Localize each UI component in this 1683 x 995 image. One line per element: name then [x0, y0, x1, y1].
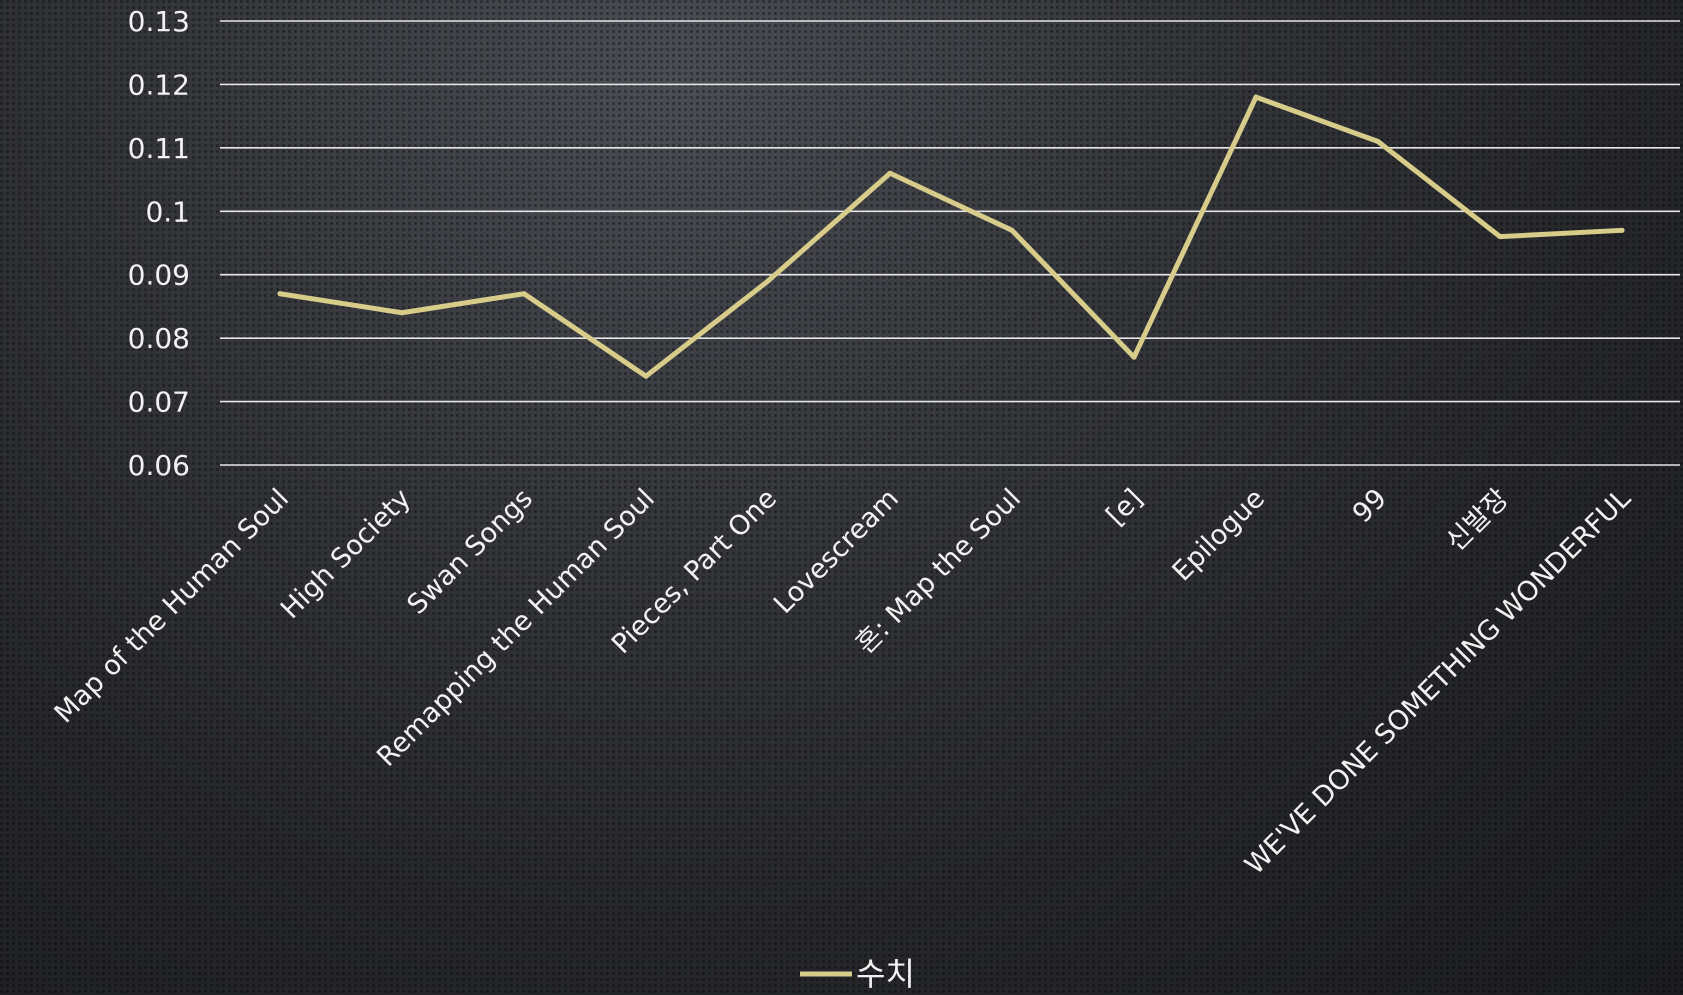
x-tick-label: Lovescream	[768, 483, 905, 620]
series-line	[277, 94, 1625, 379]
x-tick-label: 신발장	[1440, 483, 1515, 558]
x-tick-label: Epilogue	[1167, 483, 1271, 587]
x-tick-label: Swan Songs	[401, 483, 538, 620]
data-point	[765, 278, 771, 284]
data-point	[521, 291, 527, 297]
y-tick-label: 0.1	[145, 195, 190, 228]
data-point	[1375, 139, 1381, 145]
y-axis-tick-labels: 0.06 0.07 0.08 0.09 0.1 0.11 0.12 0.13	[128, 5, 190, 482]
x-tick-label: [e]	[1100, 483, 1149, 532]
gridlines	[220, 20, 1680, 466]
y-tick-label: 0.11	[128, 132, 190, 165]
data-point	[277, 291, 283, 297]
y-tick-label: 0.07	[128, 386, 190, 419]
x-tick-label: Map of the Human Soul	[49, 483, 295, 729]
x-tick-label: 99	[1347, 483, 1393, 529]
x-tick-label: High Society	[275, 483, 417, 625]
y-tick-label: 0.06	[128, 449, 190, 482]
series-line-group	[277, 94, 1625, 379]
data-point	[1009, 227, 1015, 233]
y-tick-label: 0.12	[128, 68, 190, 101]
y-tick-label: 0.09	[128, 259, 190, 292]
x-tick-label: WE'VE DONE SOMETHING WONDERFUL	[1239, 483, 1637, 881]
data-point	[1497, 234, 1503, 240]
y-tick-label: 0.13	[128, 5, 190, 38]
legend-label: 수치	[856, 955, 915, 993]
data-point	[399, 310, 405, 316]
data-point	[1253, 94, 1259, 100]
data-point	[1131, 354, 1137, 360]
data-point	[643, 373, 649, 379]
y-tick-label: 0.08	[128, 322, 190, 355]
data-point	[1619, 227, 1625, 233]
data-point	[887, 170, 893, 176]
legend: 수치	[800, 955, 915, 993]
